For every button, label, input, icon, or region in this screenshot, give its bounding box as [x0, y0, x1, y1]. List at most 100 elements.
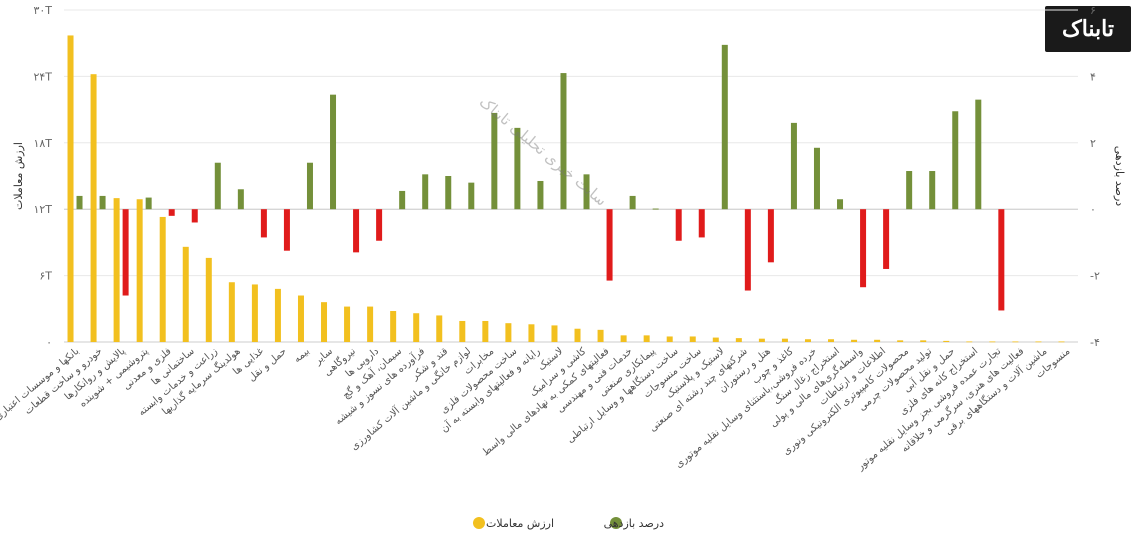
return-bar [744, 209, 751, 291]
return-bar [399, 190, 406, 210]
value-bar [205, 257, 212, 342]
value-bar [943, 340, 950, 342]
return-bar [422, 174, 429, 210]
value-bar [966, 341, 973, 343]
return-bar [698, 209, 705, 238]
right-tick-label: ۴ [1090, 70, 1096, 83]
value-bar [344, 306, 351, 342]
return-bar [468, 182, 475, 210]
right-tick-label: -۴ [1090, 336, 1100, 349]
value-bar [367, 306, 374, 342]
value-bar [689, 336, 696, 342]
left-tick-label: ۶T [39, 270, 52, 283]
value-bar [297, 295, 304, 342]
value-bar [90, 74, 97, 342]
value-bar [574, 328, 581, 342]
return-bar [998, 209, 1005, 311]
return-bar [975, 99, 982, 210]
legend-return-label: درصد بازدهی [604, 517, 665, 530]
value-bar [436, 315, 443, 342]
return-bar [76, 195, 83, 210]
return-bar [606, 209, 613, 281]
value-bar [781, 338, 788, 342]
value-bar [920, 340, 927, 342]
return-bar [122, 209, 129, 296]
value-bar [643, 335, 650, 342]
left-tick-label: ۰ [46, 336, 52, 349]
return-bar [790, 122, 797, 210]
left-tick-label: ۱۲T [33, 203, 52, 216]
value-bar [620, 335, 627, 342]
return-bar [537, 180, 544, 210]
value-bar [136, 199, 143, 342]
return-bar [560, 73, 567, 210]
return-bar [837, 199, 844, 210]
value-bar [159, 216, 166, 342]
legend-value-label: ارزش معاملات [486, 517, 554, 530]
return-bar [283, 209, 290, 251]
return-bar [145, 197, 152, 210]
legend-value-marker [473, 517, 485, 529]
return-bar [353, 209, 360, 253]
right-tick-label: ۲ [1090, 137, 1096, 150]
legend-return-marker [610, 517, 622, 529]
return-bar [629, 195, 636, 210]
return-bar [514, 127, 521, 210]
value-bar [390, 311, 397, 342]
value-bar [1012, 341, 1019, 343]
value-bar [528, 324, 535, 342]
value-bar [321, 302, 328, 342]
value-bar [182, 246, 189, 342]
return-bar [860, 209, 867, 288]
return-bar [721, 44, 728, 210]
right-axis-title: درصد بازدهی [1113, 146, 1126, 207]
left-axis-title: ارزش معاملات [12, 142, 25, 210]
return-bar [906, 171, 913, 210]
value-bar [597, 329, 604, 342]
right-tick-label: -۲ [1090, 270, 1100, 283]
return-bar [376, 209, 383, 241]
return-bar [675, 209, 682, 241]
return-bar [330, 94, 337, 210]
return-bar [99, 195, 106, 210]
return-bar [813, 147, 820, 210]
left-tick-label: ۳۰T [33, 4, 52, 17]
value-bar [735, 338, 742, 342]
left-tick-label: ۲۴T [33, 70, 52, 83]
value-bar [712, 337, 719, 342]
value-bar [666, 336, 673, 342]
value-bar [989, 341, 996, 343]
return-bar [652, 208, 659, 210]
left-tick-label: ۱۸T [33, 137, 52, 150]
return-bar [491, 112, 498, 210]
return-bar [237, 189, 244, 210]
value-bar [851, 339, 858, 342]
value-bar [897, 340, 904, 342]
return-bar [191, 209, 198, 223]
return-bar [306, 162, 313, 210]
right-tick-label: ۶ [1090, 4, 1096, 17]
value-bar [251, 284, 258, 342]
value-bar [804, 339, 811, 342]
value-bar [874, 339, 881, 342]
value-bar [274, 288, 281, 342]
value-bar [505, 323, 512, 342]
value-bar [459, 320, 466, 342]
return-bar [168, 209, 175, 216]
value-bar [828, 339, 835, 342]
value-bar [1058, 341, 1065, 343]
return-bar [445, 176, 452, 210]
value-bar [67, 35, 74, 342]
return-bar [260, 209, 267, 238]
value-bar [228, 282, 235, 342]
value-bar [113, 198, 120, 342]
return-bar [767, 209, 774, 263]
return-bar [583, 174, 590, 210]
value-bar [1035, 341, 1042, 343]
tabnak-logo: تابناک [1045, 6, 1131, 52]
return-bar [883, 209, 890, 269]
category-label: بیمه [292, 346, 312, 365]
value-bar [413, 313, 420, 342]
return-bar [214, 162, 221, 210]
